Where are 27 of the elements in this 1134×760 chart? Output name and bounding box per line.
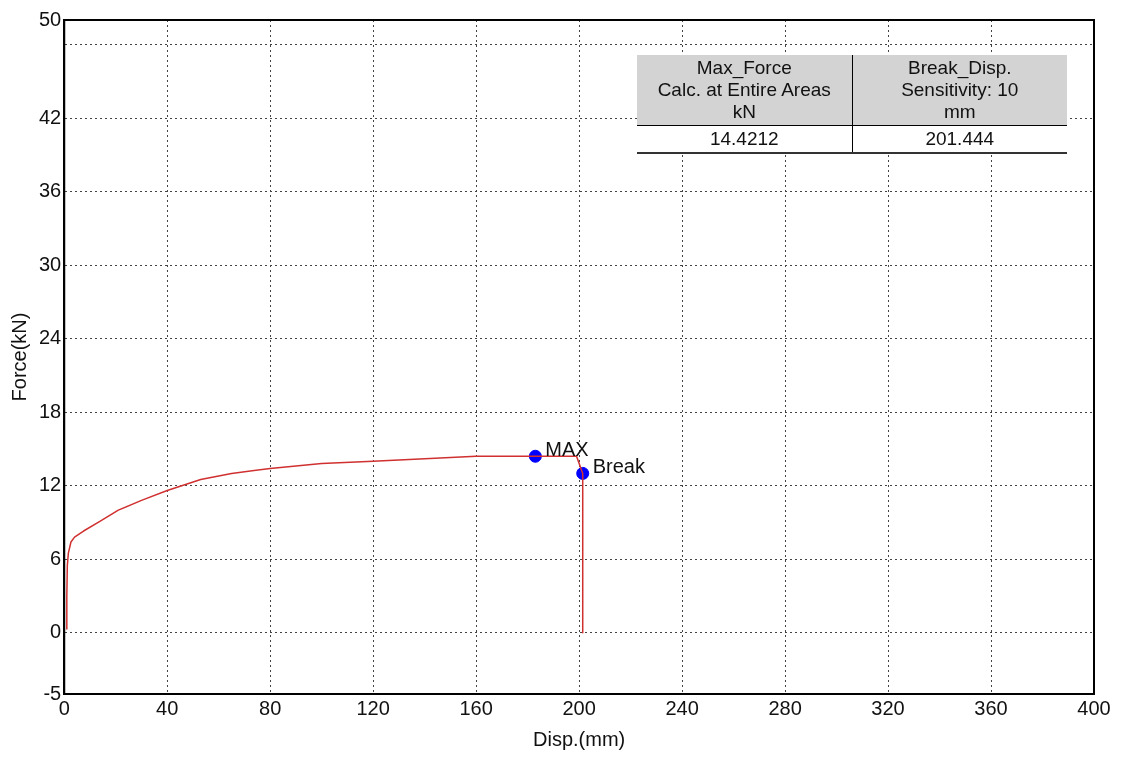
annotation: 201.444 [852,125,1067,153]
x-tick-label: 360 [974,696,1008,719]
x-tick-label: 280 [768,696,802,719]
annotation: Break_Disp. Sensitivity: 10 mm [852,55,1067,126]
y-tick-label: 18 [39,399,62,422]
annotation: MAX [545,437,589,460]
y-tick-label: 42 [39,105,62,128]
y-tick-label: 36 [39,179,62,202]
y-tick-label: 6 [50,546,62,569]
x-tick-label: 120 [356,696,390,719]
x-tick-label: 320 [871,696,905,719]
annotation: Max_Force Calc. at Entire Areas kN [637,55,852,126]
annotation: Break [592,454,646,477]
y-tick-label: 12 [39,473,62,496]
y-axis-title: Force(kN) [7,312,30,402]
x-tick-label: 160 [459,696,493,719]
x-tick-label: 400 [1077,696,1111,719]
y-tick-label: 0 [50,620,62,643]
y-tick-label: 24 [39,326,62,349]
x-tick-label: 40 [156,696,179,719]
x-axis-title: Disp.(mm) [533,727,626,750]
y-tick-label: 50 [39,7,62,30]
x-tick-label: 240 [665,696,699,719]
x-tick-label: 200 [562,696,596,719]
annotation: 14.4212 [637,125,852,153]
y-tick-label: 30 [39,252,62,275]
x-tick-label: 80 [259,696,282,719]
